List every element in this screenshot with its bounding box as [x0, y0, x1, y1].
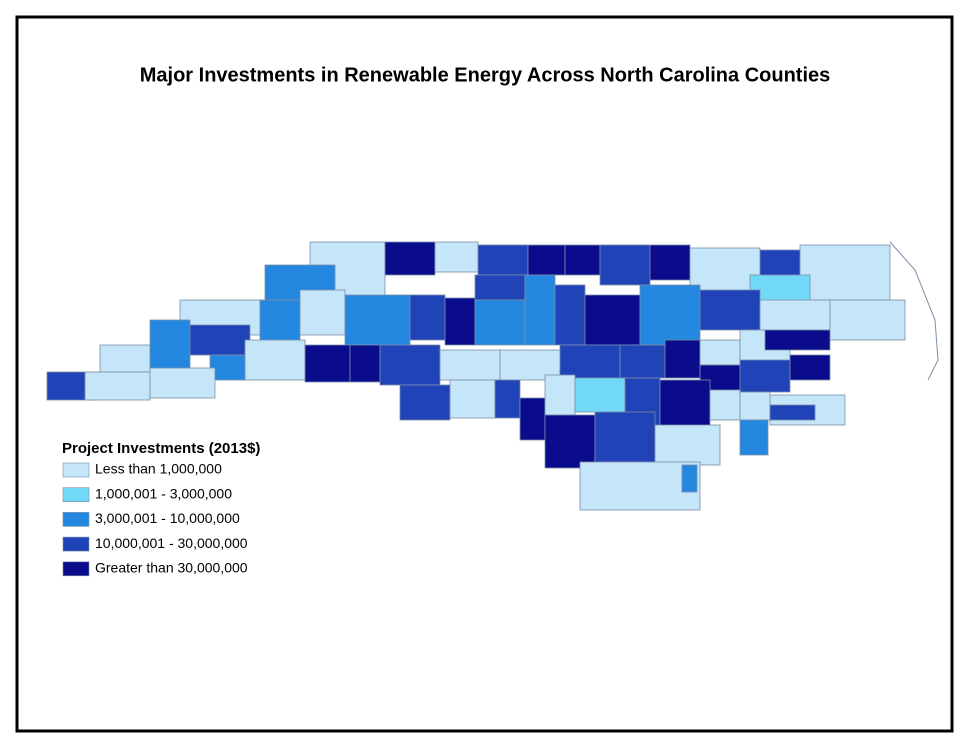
- county: [799, 244, 891, 301]
- county: [434, 241, 479, 273]
- legend-swatch: [62, 487, 90, 503]
- county: [659, 379, 711, 431]
- county: [477, 244, 529, 276]
- county: [579, 461, 701, 511]
- county: [399, 384, 451, 421]
- county: [769, 404, 816, 421]
- county: [699, 289, 761, 331]
- county: [349, 344, 381, 383]
- legend-label: 10,000,001 - 30,000,000: [95, 535, 248, 551]
- county: [384, 241, 436, 276]
- county: [544, 414, 596, 469]
- county: [584, 294, 641, 346]
- county: [409, 294, 446, 341]
- county: [149, 319, 191, 371]
- county: [789, 354, 831, 381]
- county: [739, 359, 791, 393]
- county: [554, 284, 586, 346]
- county: [444, 297, 476, 346]
- county-map: [46, 241, 906, 511]
- legend-title: Project Investments (2013$): [62, 440, 260, 457]
- county: [681, 464, 698, 493]
- legend-swatch: [62, 536, 90, 552]
- county: [594, 411, 656, 463]
- county: [739, 391, 771, 421]
- legend-label: 1,000,001 - 3,000,000: [95, 485, 232, 501]
- county: [739, 419, 769, 456]
- county: [559, 344, 621, 379]
- county: [764, 329, 831, 351]
- legend: Less than 1,000,000 1,000,001 - 3,000,000…: [62, 461, 248, 577]
- county: [664, 339, 701, 379]
- county: [649, 244, 691, 281]
- county: [599, 244, 651, 286]
- county: [244, 339, 306, 381]
- legend-swatch: [62, 462, 90, 478]
- county: [574, 377, 626, 413]
- county: [449, 379, 496, 419]
- county: [654, 424, 721, 466]
- legend-label: Greater than 30,000,000: [95, 560, 248, 576]
- county: [564, 244, 601, 276]
- county: [84, 371, 151, 401]
- county: [474, 274, 526, 301]
- county: [619, 344, 666, 379]
- county: [519, 397, 546, 441]
- county: [259, 299, 301, 346]
- county: [759, 299, 831, 331]
- map-title: Major Investments in Renewable Energy Ac…: [140, 64, 831, 86]
- county: [344, 294, 411, 346]
- county: [639, 284, 701, 346]
- county: [299, 289, 346, 336]
- county: [149, 367, 216, 399]
- legend-swatch: [62, 561, 90, 577]
- legend-swatch: [62, 512, 90, 527]
- county: [544, 374, 576, 416]
- county: [439, 349, 501, 381]
- county: [699, 339, 741, 366]
- county: [524, 274, 556, 346]
- coastline: [889, 241, 939, 381]
- county: [709, 389, 741, 421]
- legend-label: 3,000,001 - 10,000,000: [95, 510, 240, 526]
- county: [494, 379, 521, 419]
- county: [379, 344, 441, 386]
- legend-label: Less than 1,000,000: [95, 461, 222, 477]
- county: [474, 299, 526, 346]
- county: [304, 344, 351, 383]
- county: [829, 299, 906, 341]
- county: [189, 324, 251, 356]
- county: [527, 244, 566, 276]
